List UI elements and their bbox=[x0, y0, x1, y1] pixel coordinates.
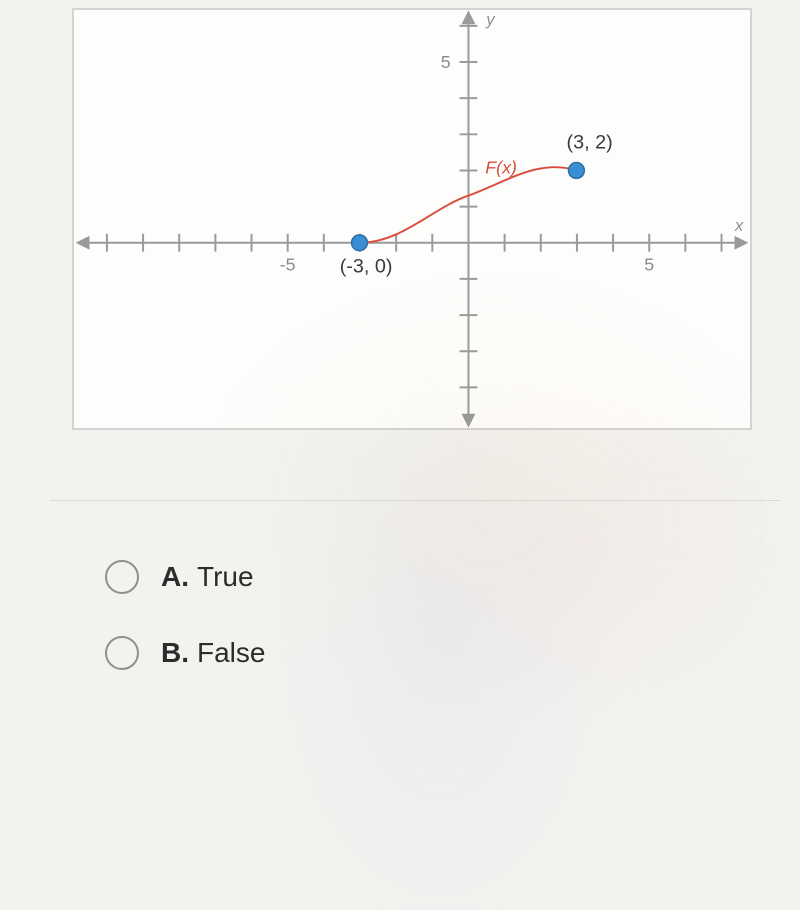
endpoint-label: (-3, 0) bbox=[340, 255, 393, 277]
section-divider bbox=[50, 500, 780, 501]
coordinate-plot: -5 5 5 y x F(x) (-3, 0) (3, 2) bbox=[74, 10, 750, 428]
option-text: False bbox=[197, 637, 265, 669]
option-letter: B. bbox=[161, 637, 189, 669]
x-tick-label: 5 bbox=[644, 255, 654, 275]
option-letter: A. bbox=[161, 561, 189, 593]
x-tick-label: -5 bbox=[280, 255, 296, 275]
answer-options: A.True B.False bbox=[105, 560, 265, 712]
endpoint-marker bbox=[352, 235, 368, 251]
option-radio[interactable] bbox=[105, 636, 139, 670]
option-row: B.False bbox=[105, 636, 265, 670]
graph-panel: -5 5 5 y x F(x) (-3, 0) (3, 2) bbox=[72, 8, 752, 430]
function-label: F(x) bbox=[485, 157, 517, 177]
endpoint-label: (3, 2) bbox=[567, 132, 613, 154]
option-row: A.True bbox=[105, 560, 265, 594]
x-axis-label: x bbox=[734, 216, 744, 235]
option-text: True bbox=[197, 561, 254, 593]
endpoint-marker bbox=[569, 163, 585, 179]
option-radio[interactable] bbox=[105, 560, 139, 594]
y-tick-label: 5 bbox=[441, 52, 451, 72]
y-axis-label: y bbox=[485, 10, 496, 29]
